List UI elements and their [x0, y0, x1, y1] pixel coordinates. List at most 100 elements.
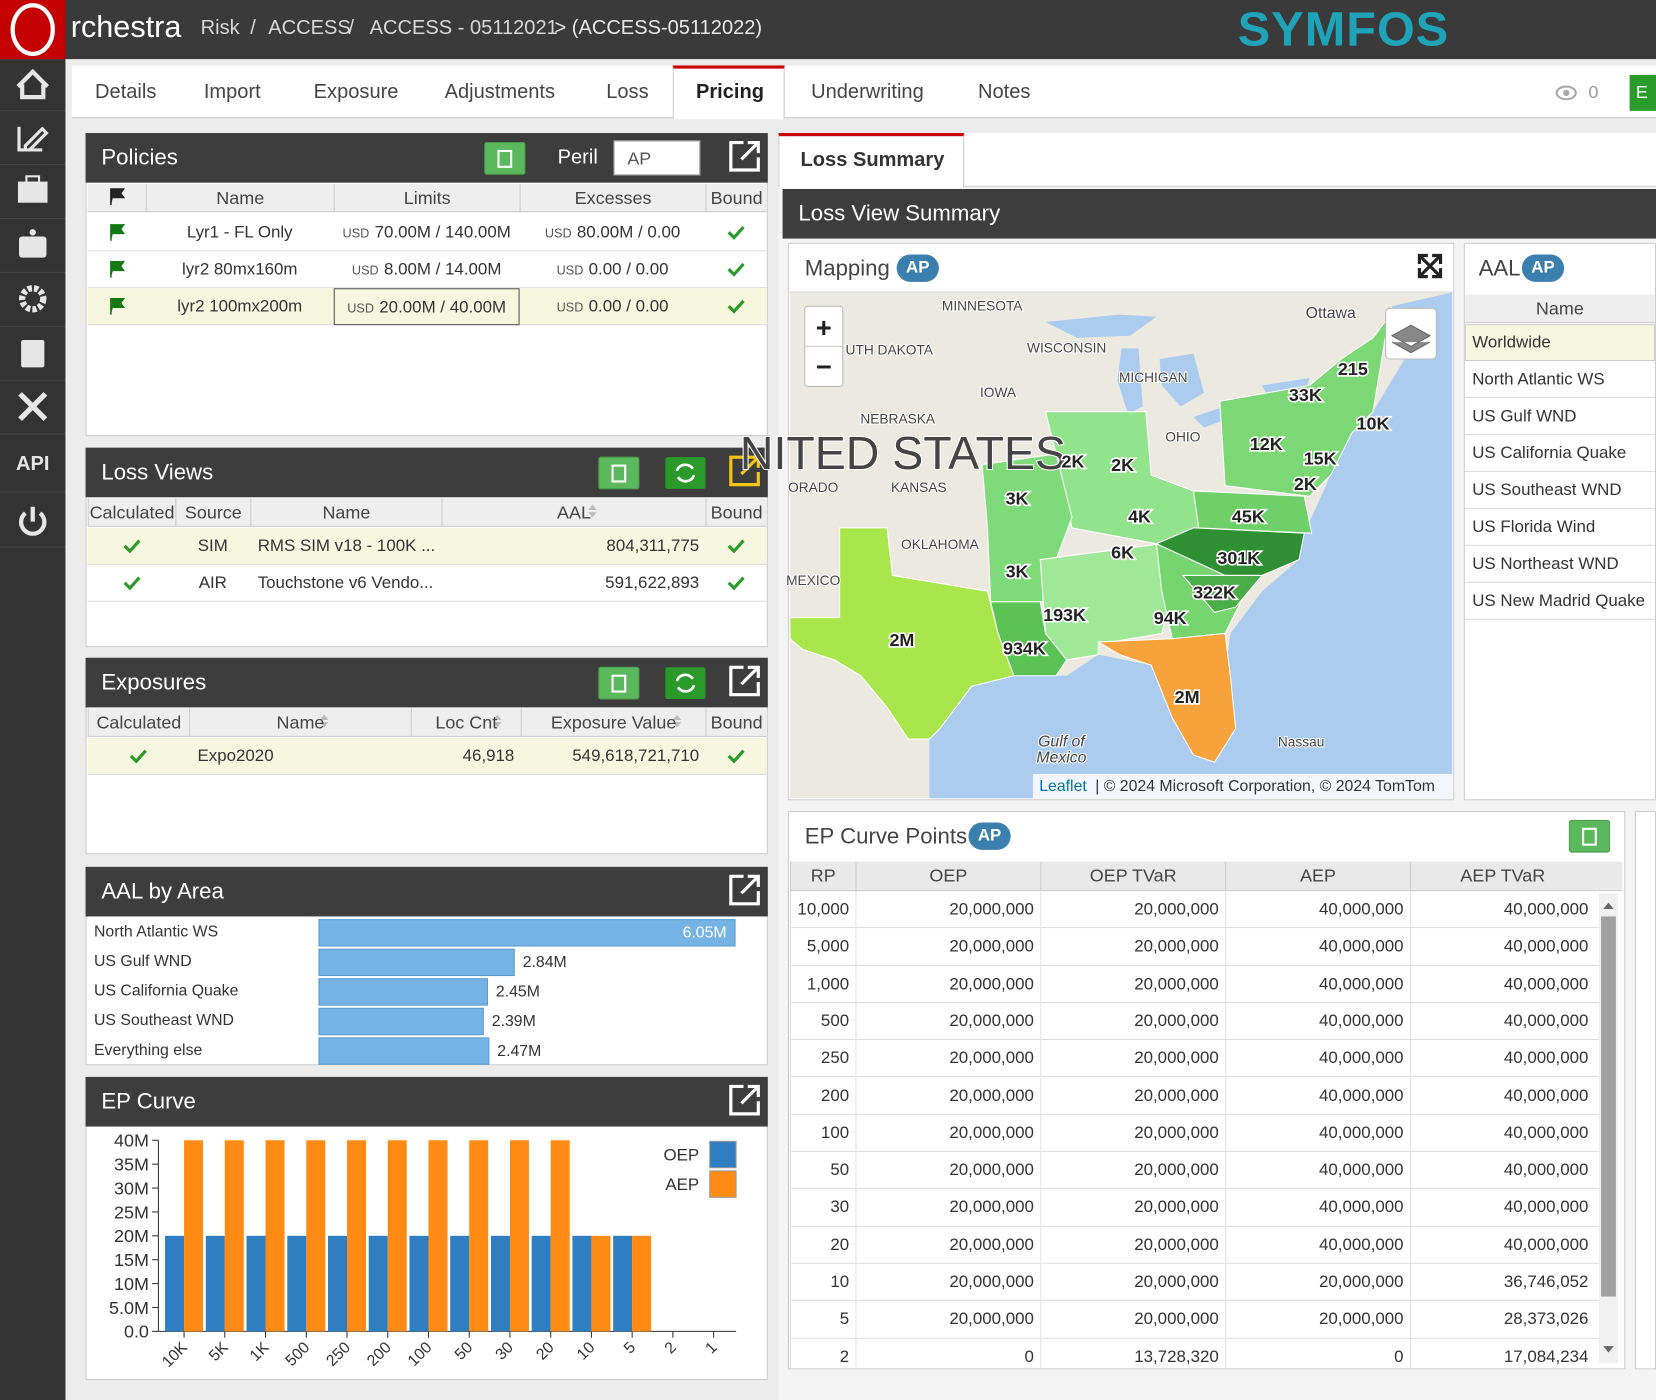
map-region	[1219, 316, 1390, 497]
subtab-label[interactable]: Loss Summary	[800, 148, 945, 172]
legend-swatch	[709, 1140, 737, 1169]
table-cell: 30	[789, 1189, 855, 1227]
bar	[531, 1235, 551, 1332]
flag-icon	[110, 261, 126, 278]
refresh-icon	[675, 463, 696, 483]
table-row[interactable]	[87, 251, 767, 289]
tab[interactable]: Adjustments	[444, 81, 556, 104]
button[interactable]	[484, 142, 526, 175]
sidebar-api[interactable]: API	[16, 452, 50, 476]
peril-select[interactable]: AP	[613, 140, 701, 176]
x-tick-label: 50	[452, 1339, 477, 1364]
map-place-label: MICHIGAN	[1119, 370, 1188, 385]
table-row[interactable]	[1464, 583, 1655, 620]
tab[interactable]: Underwriting	[811, 81, 924, 104]
map-region-value: 6K	[1111, 543, 1134, 563]
table-row[interactable]	[87, 288, 767, 326]
exposure-value: 549,618,721,710	[572, 747, 700, 766]
button[interactable]	[665, 667, 706, 699]
table-row[interactable]	[1464, 509, 1655, 546]
map-place-label: KANSAS	[891, 480, 947, 495]
map-region-value: 94K	[1154, 608, 1187, 628]
limits: 8.00M / 14.00M	[383, 260, 502, 279]
table-row	[789, 1115, 1599, 1152]
bar	[205, 1235, 225, 1332]
tab-active[interactable]: Pricing	[695, 81, 765, 104]
table-row[interactable]	[1464, 546, 1655, 583]
y-tick-label: 40M	[114, 1131, 149, 1151]
table-cell: 0	[1225, 1338, 1410, 1369]
table-row[interactable]	[87, 214, 767, 252]
check-icon	[727, 262, 745, 277]
map-region-value: 12K	[1250, 434, 1283, 454]
table-row[interactable]	[1464, 324, 1655, 362]
table-row[interactable]	[1464, 435, 1655, 472]
watch-count: 0	[1588, 82, 1599, 103]
table-cell: 100	[789, 1114, 855, 1152]
x-tick-label: 2	[662, 1339, 680, 1357]
action-button[interactable]: E	[1629, 74, 1656, 111]
map: MINNESOTA UTH DAKOTA WISCONSIN MICHIGAN IOWA…	[739, 292, 1453, 799]
table-row[interactable]	[87, 565, 767, 602]
tab[interactable]: Import	[203, 81, 261, 104]
zoom-out[interactable]: −	[816, 351, 832, 382]
y-tick-label: 30M	[114, 1178, 149, 1198]
policy-name: Lyr1 - FL Only	[186, 223, 293, 242]
table-cell: 20,000,000	[1040, 1040, 1225, 1078]
table-row[interactable]	[1464, 472, 1655, 509]
power-icon	[19, 506, 47, 536]
scrollbar-thumb[interactable]	[1601, 916, 1616, 1297]
table-row[interactable]	[1464, 361, 1655, 399]
loss-view-aal: 591,622,893	[605, 574, 700, 593]
bar	[490, 1235, 510, 1332]
table-row[interactable]	[87, 527, 767, 565]
badge: AP	[1521, 254, 1565, 282]
bar-value-label: 6.05M	[683, 925, 727, 942]
check-icon	[129, 749, 147, 764]
table-cell: 0	[855, 1338, 1040, 1369]
tab[interactable]: Details	[95, 81, 157, 104]
top-bar	[0, 0, 1656, 60]
attribution-link[interactable]: Leaflet	[1039, 777, 1087, 796]
breadcrumb-item[interactable]: /	[250, 16, 256, 40]
sort-icon	[588, 504, 597, 510]
button[interactable]	[598, 666, 640, 700]
bar-category-label: Everything else	[93, 1041, 203, 1059]
panel-header	[85, 657, 768, 708]
attribution-bg	[1032, 773, 1453, 799]
table-cell: 20,000,000	[855, 928, 1040, 966]
bar	[265, 1140, 285, 1332]
table-cell: 20,000,000	[855, 1263, 1040, 1302]
button[interactable]	[598, 456, 640, 490]
table-row[interactable]	[1464, 398, 1655, 435]
bar	[409, 1235, 429, 1332]
tab[interactable]: Loss	[606, 81, 649, 104]
x-tick-label: 10K	[159, 1339, 191, 1371]
check-icon	[123, 576, 141, 591]
column-header: AAL	[441, 498, 705, 527]
map-place-label: Nassau	[1278, 734, 1325, 749]
table-cell: 40,000,000	[1409, 1040, 1595, 1078]
legend-swatch	[709, 1170, 737, 1198]
table-row	[789, 1040, 1599, 1078]
y-tick-label: 35M	[114, 1154, 149, 1174]
attribution: | © 2024 Microsoft Corporation, © 2024 T…	[1095, 777, 1435, 796]
tab[interactable]: Notes	[977, 81, 1031, 104]
button[interactable]	[1568, 819, 1611, 853]
zoom-in[interactable]: +	[816, 312, 832, 343]
table-row[interactable]	[87, 738, 767, 775]
breadcrumb-item[interactable]: ACCESS	[268, 16, 351, 40]
map-place-label: NITED STATES	[740, 427, 1066, 479]
column-header: AEP	[1225, 861, 1410, 892]
table-cell: 20,000,000	[855, 1189, 1040, 1227]
excesses: 80.00M / 0.00	[576, 223, 681, 242]
breadcrumb-item[interactable]: Risk	[200, 16, 240, 40]
breadcrumb-item[interactable]: ACCESS - 05112021	[369, 16, 558, 40]
breadcrumb-item[interactable]: /	[348, 16, 355, 40]
button[interactable]	[665, 457, 706, 489]
tab[interactable]: Exposure	[313, 81, 399, 104]
panel-header	[85, 866, 768, 917]
map-region-value: 2K	[1111, 455, 1134, 475]
bar	[246, 1235, 266, 1332]
